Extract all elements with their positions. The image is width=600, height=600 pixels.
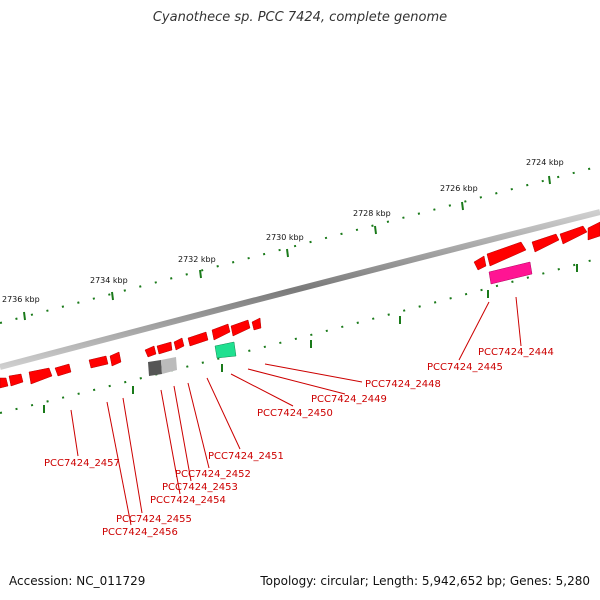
ruler-tick	[461, 201, 464, 211]
ruler-tick	[286, 248, 289, 258]
gene-label[interactable]: PCC7424_2457	[44, 458, 120, 469]
gene-label[interactable]: PCC7424_2445	[427, 362, 503, 373]
ruler-tick	[23, 311, 26, 321]
ruler-tick	[548, 175, 551, 185]
gene-arrow[interactable]	[144, 345, 157, 358]
inner-ruler-major-ticks	[43, 264, 578, 413]
gene-label[interactable]: PCC7424_2456	[102, 527, 178, 538]
gene-arrow[interactable]	[559, 225, 588, 245]
gene-arrow[interactable]	[531, 233, 560, 253]
accession-text: Accession: NC_011729	[9, 574, 146, 588]
ruler-label: 2726 kbp	[440, 184, 478, 193]
leader-line	[206, 377, 241, 450]
gene-arrow[interactable]	[8, 373, 24, 387]
gene-arrow[interactable]	[0, 377, 9, 389]
gene-arrow[interactable]	[187, 331, 209, 347]
inner-ruler	[0, 257, 600, 414]
gene-box-light-gray[interactable]	[161, 357, 177, 374]
gene-arrow[interactable]	[251, 317, 262, 331]
gene-arrow[interactable]	[211, 323, 231, 341]
ruler-labels: 2724 kbp 2726 kbp 2728 kbp 2730 kbp 2732…	[2, 158, 564, 304]
outer-ruler-major-ticks	[23, 175, 551, 321]
genome-backbone	[0, 209, 600, 370]
leader-line	[106, 401, 132, 526]
gene-label[interactable]: PCC7424_2448	[365, 379, 441, 390]
topology-text: Topology: circular; Length: 5,942,652 bp…	[260, 574, 590, 588]
gene-label[interactable]: PCC7424_2450	[257, 408, 333, 419]
gene-label[interactable]: PCC7424_2449	[311, 394, 387, 405]
gene-label[interactable]: PCC7424_2452	[175, 469, 251, 480]
leader-line	[173, 385, 192, 482]
highlighted-genes	[148, 261, 533, 376]
outer-ruler	[0, 165, 600, 324]
gene-box-pink[interactable]	[488, 261, 533, 285]
gene-features	[0, 221, 600, 389]
ruler-label: 2732 kbp	[178, 255, 216, 264]
ruler-label: 2734 kbp	[90, 276, 128, 285]
gene-box-green[interactable]	[214, 341, 237, 359]
gene-arrow[interactable]	[109, 351, 122, 367]
leader-line	[160, 389, 181, 495]
gene-label[interactable]: PCC7424_2454	[150, 495, 226, 506]
gene-label[interactable]: PCC7424_2444	[478, 347, 554, 358]
gene-arrow[interactable]	[88, 355, 109, 369]
ruler-label: 2736 kbp	[2, 295, 40, 304]
gene-box-dark-gray[interactable]	[148, 360, 162, 376]
ruler-tick	[111, 291, 114, 301]
gene-arrow[interactable]	[587, 221, 600, 241]
ruler-tick	[374, 225, 377, 235]
ruler-label: 2724 kbp	[526, 158, 564, 167]
ruler-label: 2730 kbp	[266, 233, 304, 242]
gene-arrow[interactable]	[473, 255, 487, 271]
gene-label[interactable]: PCC7424_2453	[162, 482, 238, 493]
leader-line	[122, 397, 143, 514]
leader-line	[264, 363, 363, 383]
gene-labels: PCC7424_2444 PCC7424_2445 PCC7424_2448 P…	[44, 347, 554, 538]
gene-arrow[interactable]	[156, 341, 173, 355]
gene-label[interactable]: PCC7424_2455	[116, 514, 192, 525]
gene-arrow[interactable]	[230, 319, 251, 337]
ruler-tick	[199, 269, 202, 279]
leader-line	[247, 368, 346, 395]
leader-line	[458, 301, 490, 361]
leader-lines	[70, 296, 522, 526]
leader-line	[70, 409, 79, 457]
gene-arrow[interactable]	[486, 241, 527, 267]
leader-line	[230, 373, 294, 407]
map-title: Cyanothece sp. PCC 7424, complete genome	[152, 10, 448, 25]
leader-line	[187, 382, 210, 469]
gene-arrow[interactable]	[173, 337, 185, 351]
ruler-label: 2728 kbp	[353, 209, 391, 218]
gene-arrow[interactable]	[54, 363, 72, 377]
gene-label[interactable]: PCC7424_2451	[208, 451, 284, 462]
leader-line	[515, 296, 522, 347]
gene-arrow[interactable]	[28, 367, 53, 385]
